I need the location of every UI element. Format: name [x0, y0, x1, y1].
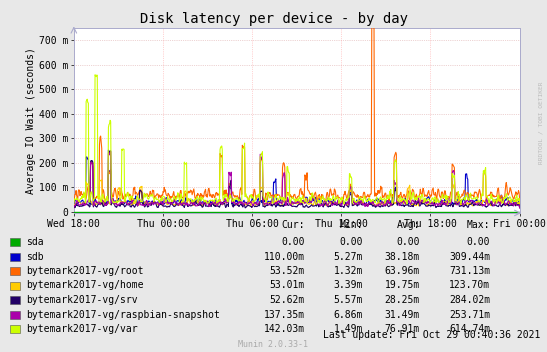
Text: RRDTOOL / TOBI OETIKER: RRDTOOL / TOBI OETIKER	[538, 82, 543, 164]
Text: Munin 2.0.33-1: Munin 2.0.33-1	[238, 340, 309, 349]
Text: bytemark2017-vg/home: bytemark2017-vg/home	[26, 281, 143, 290]
Text: 253.71m: 253.71m	[449, 309, 490, 320]
Text: 28.25m: 28.25m	[385, 295, 420, 305]
Text: 110.00m: 110.00m	[264, 251, 305, 262]
Text: 53.52m: 53.52m	[270, 266, 305, 276]
Text: 63.96m: 63.96m	[385, 266, 420, 276]
Text: 309.44m: 309.44m	[449, 251, 490, 262]
Text: 1.49m: 1.49m	[334, 324, 363, 334]
Text: 38.18m: 38.18m	[385, 251, 420, 262]
Text: 1.32m: 1.32m	[334, 266, 363, 276]
Text: 614.74m: 614.74m	[449, 324, 490, 334]
Text: bytemark2017-vg/root: bytemark2017-vg/root	[26, 266, 143, 276]
Text: 137.35m: 137.35m	[264, 309, 305, 320]
Text: 0.00: 0.00	[397, 237, 420, 247]
Text: bytemark2017-vg/raspbian-snapshot: bytemark2017-vg/raspbian-snapshot	[26, 309, 220, 320]
Y-axis label: Average IO Wait (seconds): Average IO Wait (seconds)	[26, 47, 36, 194]
Text: 3.39m: 3.39m	[334, 281, 363, 290]
Text: 76.91m: 76.91m	[385, 324, 420, 334]
Text: 123.70m: 123.70m	[449, 281, 490, 290]
Text: 19.75m: 19.75m	[385, 281, 420, 290]
Text: 0.00: 0.00	[467, 237, 490, 247]
Text: 0.00: 0.00	[340, 237, 363, 247]
Text: sdb: sdb	[26, 251, 44, 262]
Text: Max:: Max:	[467, 220, 490, 230]
Text: 52.62m: 52.62m	[270, 295, 305, 305]
Text: bytemark2017-vg/srv: bytemark2017-vg/srv	[26, 295, 138, 305]
Text: 5.57m: 5.57m	[334, 295, 363, 305]
Text: 53.01m: 53.01m	[270, 281, 305, 290]
Text: Avg:: Avg:	[397, 220, 420, 230]
Text: 142.03m: 142.03m	[264, 324, 305, 334]
Text: Min:: Min:	[340, 220, 363, 230]
Text: Last update: Fri Oct 29 00:40:36 2021: Last update: Fri Oct 29 00:40:36 2021	[323, 330, 540, 340]
Text: 6.86m: 6.86m	[334, 309, 363, 320]
Text: 731.13m: 731.13m	[449, 266, 490, 276]
Text: sda: sda	[26, 237, 44, 247]
Text: 31.49m: 31.49m	[385, 309, 420, 320]
Text: 0.00: 0.00	[282, 237, 305, 247]
Text: 284.02m: 284.02m	[449, 295, 490, 305]
Text: Disk latency per device - by day: Disk latency per device - by day	[139, 12, 408, 26]
Text: 5.27m: 5.27m	[334, 251, 363, 262]
Text: bytemark2017-vg/var: bytemark2017-vg/var	[26, 324, 138, 334]
Text: Cur:: Cur:	[282, 220, 305, 230]
